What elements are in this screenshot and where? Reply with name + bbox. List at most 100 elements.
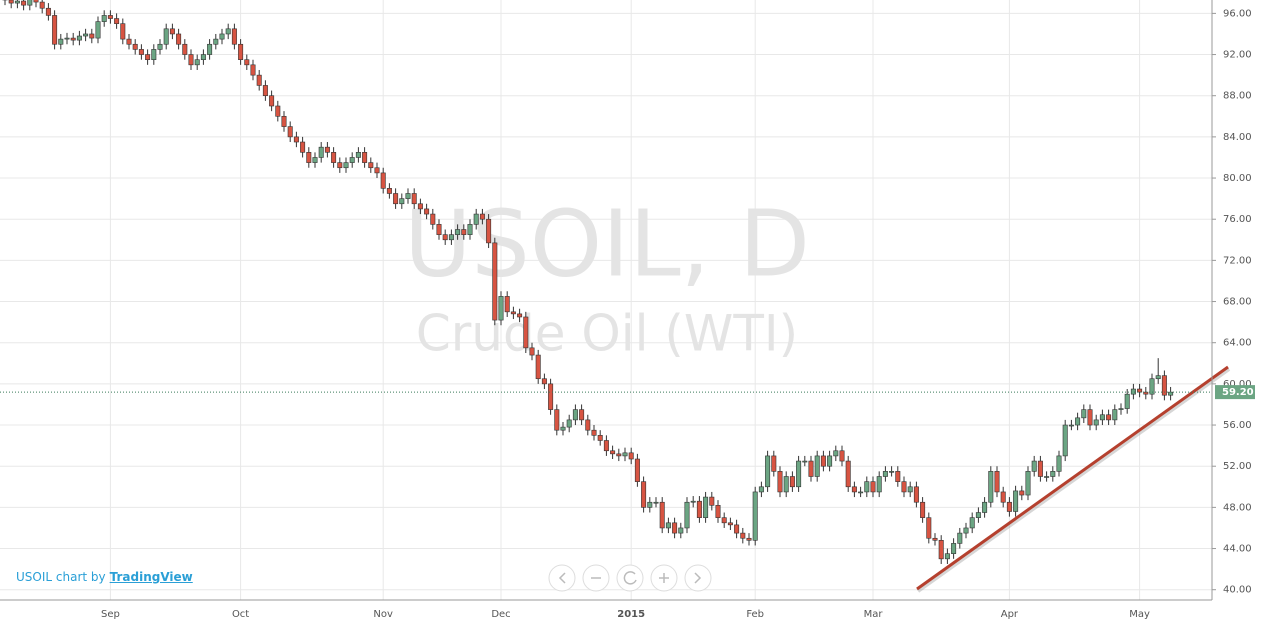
candle-body [448,234,454,241]
candle-body [535,354,541,380]
candle-body [492,242,498,321]
zoom-out-button[interactable] [582,564,610,592]
candle-body [1161,375,1167,396]
candle-body [672,522,678,534]
candle-body [39,1,45,9]
y-tick-label: 88.00 [1223,91,1252,102]
candle-body [1044,476,1050,478]
candle-body [275,105,281,117]
x-tick-label: Dec [491,609,510,620]
candle-body [647,501,653,508]
candle-body [33,0,39,3]
x-tick-label: Sep [101,609,120,620]
candle-body [188,54,194,66]
candle-body [231,28,237,45]
zoom-in-button[interactable] [650,564,678,592]
candle-body [969,517,975,529]
candle-body [938,540,944,560]
candle-body [1149,378,1155,395]
y-tick-label: 84.00 [1223,132,1252,143]
x-tick-label: 2015 [617,609,645,620]
candle-body [163,28,169,45]
attribution: USOIL chart by TradingView [16,570,193,584]
candle-body [293,136,299,143]
candle-body [405,193,411,199]
candle-body [318,146,324,158]
y-tick-label: 96.00 [1223,8,1252,19]
candle-body [95,21,101,39]
candle-body [653,501,659,504]
candle-body [783,476,789,493]
candle-body [889,471,895,473]
candle-body [1037,460,1043,477]
candle-body [572,409,578,421]
candle-body [200,54,206,60]
candle-body [529,347,535,356]
candle-body [957,532,963,544]
candle-body [734,524,740,534]
candle-body [182,43,188,55]
candle-body [603,440,609,452]
candle-body [684,501,690,529]
attribution-text: USOIL chart by [16,570,106,584]
candle-body [1093,419,1099,426]
y-tick-label: 92.00 [1223,50,1252,61]
candle-body [610,450,616,455]
candle-body [430,213,436,225]
candle-body [58,38,64,45]
reset-button[interactable] [616,564,644,592]
attribution-link[interactable]: TradingView [109,570,193,584]
scroll-right-button[interactable] [684,564,712,592]
candle-body [324,146,330,153]
candle-body [262,85,268,97]
axes: 40.00 44.00 48.00 52.00 56.00 60.00 64.00 68.00… [0,8,1255,620]
candle-body [1013,490,1019,512]
candle-body [132,43,138,50]
candle-body [101,15,107,22]
candle-body [76,35,82,41]
candle-body [1124,393,1130,409]
candle-body [436,224,442,235]
candle-body [789,476,795,488]
candle-body [8,0,14,4]
candle-body [269,95,275,107]
candle-body [870,481,876,493]
scroll-left-button[interactable] [548,564,576,592]
candle-body [300,141,306,153]
candle-body [616,453,622,457]
candle-body [114,18,120,24]
y-tick-label: 68.00 [1223,297,1252,308]
candle-body [151,49,157,60]
candle-body [907,486,913,493]
candle-body [746,537,752,541]
x-tick-label: Oct [232,609,249,620]
x-tick-label: Feb [746,609,764,620]
candle-body [138,49,144,55]
candle-body [399,198,405,205]
candle-body [64,37,70,40]
candle-body [219,33,225,40]
candle-body [52,15,58,45]
candle-body [424,208,430,215]
candle-body [504,296,510,313]
candle-body [281,115,287,127]
candle-body [721,517,727,524]
candle-body [380,172,386,189]
candle-body [126,38,132,45]
candle-body [510,311,516,315]
candle-body [833,450,839,457]
candle-body [83,33,89,37]
candle-body [740,532,746,539]
y-tick-label: 48.00 [1223,502,1252,513]
candle-body [920,501,926,518]
candle-body [1112,409,1118,421]
candle-body [287,126,293,138]
candle-body [1056,455,1062,472]
candle-body [207,43,213,55]
candles [2,0,1174,564]
candle-body [851,486,857,493]
candle-body [256,74,262,86]
candle-body [244,59,250,66]
candle-body [777,471,783,493]
